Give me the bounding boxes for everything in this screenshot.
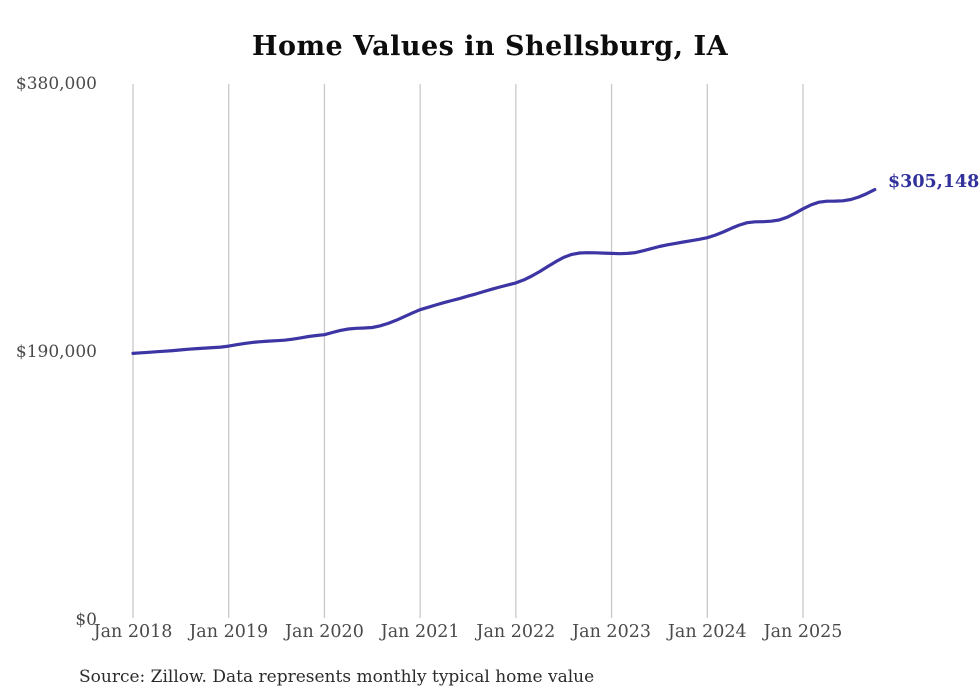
x-tick-label: Jan 2025 (763, 622, 843, 642)
latest-value-label: $305,148 (888, 172, 980, 192)
home-value-line (131, 188, 877, 355)
x-tick-label: Jan 2021 (380, 622, 460, 642)
x-tick-label: Jan 2022 (476, 622, 556, 642)
source-note: Source: Zillow. Data represents monthly … (79, 667, 595, 687)
x-tick-label: Jan 2019 (189, 622, 269, 642)
x-tick-label: Jan 2024 (667, 622, 747, 642)
y-tick-label: $190,000 (15, 342, 97, 362)
x-tick-label: Jan 2023 (572, 622, 651, 642)
chart-title: Home Values in Shellsburg, IA (251, 31, 729, 62)
x-tick-label: Jan 2020 (285, 622, 364, 642)
gridlines-group (132, 84, 804, 618)
y-tick-label: $380,000 (15, 74, 97, 94)
x-tick-label: Jan 2018 (93, 622, 173, 642)
y-tick-label: $0 (75, 610, 97, 630)
